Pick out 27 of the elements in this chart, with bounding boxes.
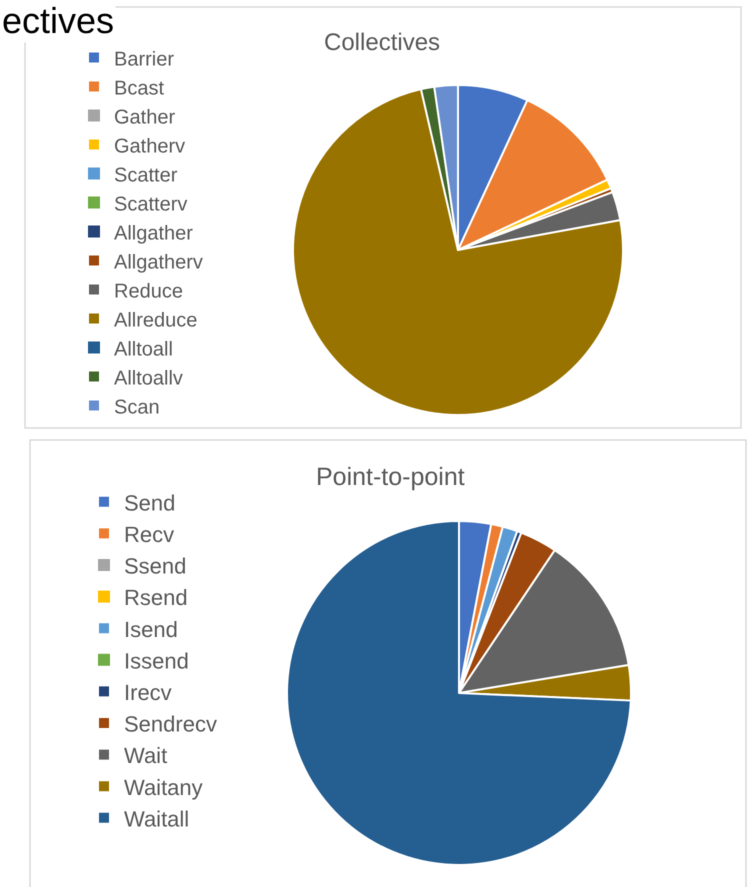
legend-label: Scatter (114, 164, 178, 186)
legend-label: Scatterv (114, 193, 188, 216)
legend-label: Ssend (124, 554, 186, 579)
text: ectives (2, 0, 114, 41)
legend-label: Scan (114, 396, 160, 418)
legend-label: Allgatherv (114, 251, 203, 274)
legend-label: Alltoallv (114, 367, 183, 390)
legend-label: Reduce (114, 280, 183, 302)
legend-label: Issend (124, 648, 189, 674)
legend-label: Waitall (124, 806, 190, 832)
legend-label: Bcast (114, 77, 164, 100)
legend-label: Allreduce (114, 309, 198, 332)
legend-label: Wait (124, 743, 168, 768)
legend-label: Isend (124, 616, 178, 642)
legend-label: Send (124, 490, 176, 516)
chart-title: Point-to-point (316, 463, 465, 491)
legend-label: Sendrecv (124, 712, 217, 737)
legend-label: Rsend (124, 585, 188, 610)
legend-label: Gather (114, 106, 176, 128)
legend-label: Gatherv (114, 135, 186, 158)
legend-label: Allgather (114, 222, 194, 244)
chart-title: Collectives (324, 29, 440, 56)
legend-label: Alltoall (114, 338, 173, 360)
legend-label: Barrier (114, 48, 174, 70)
legend-label: Waitany (124, 774, 203, 800)
legend-label: Irecv (124, 680, 172, 705)
legend-label: Recv (124, 522, 174, 547)
